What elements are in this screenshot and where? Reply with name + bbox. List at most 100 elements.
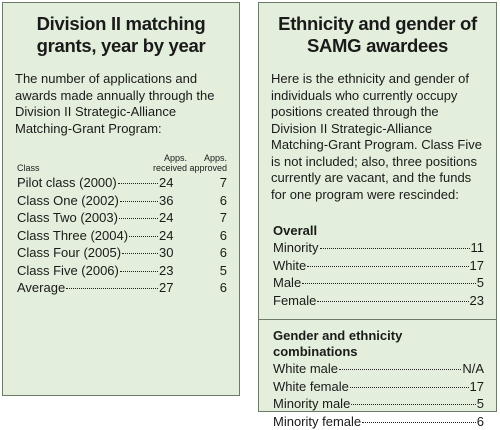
left-panel: Division II matching grants, year by yea… (2, 2, 240, 396)
received-cell: 24 (159, 174, 187, 192)
approved-cell: 6 (187, 192, 227, 210)
row-label: Class Three (2004) (17, 227, 159, 245)
label-text: White male (273, 360, 338, 378)
leader (122, 253, 158, 254)
row-label: Minority female (273, 413, 477, 430)
received-cell: 24 (159, 227, 187, 245)
leader (302, 283, 476, 284)
leader (351, 404, 475, 405)
leader (339, 369, 461, 370)
leader (120, 201, 158, 202)
label-text: Male (273, 274, 301, 292)
value-cell: 17 (470, 257, 484, 275)
row-label: Minority (273, 239, 471, 257)
received-cell: 23 (159, 262, 187, 280)
table: Class Apps. received Apps. approved Pilo… (17, 153, 227, 297)
approved-cell: 5 (187, 262, 227, 280)
row-label: Class Five (2006) (17, 262, 159, 280)
leader (317, 301, 468, 302)
value-cell: 11 (471, 239, 485, 257)
label-text: Class One (2002) (17, 192, 119, 210)
intro-text: Here is the ethnicity and gender of indi… (271, 71, 484, 203)
section-heading: Overall (273, 223, 484, 239)
header-cell: Class (17, 163, 159, 173)
list-row: White 17 (273, 257, 484, 275)
label-text: Class Four (2005) (17, 244, 121, 262)
list-row: White female 17 (273, 378, 484, 396)
list-row: Minority female 6 (273, 413, 484, 430)
label-text: Minority (273, 239, 319, 257)
row-label: Class One (2002) (17, 192, 159, 210)
list-row: White male N/A (273, 360, 484, 378)
label-text: Class Three (2004) (17, 227, 128, 245)
page: Division II matching grants, year by yea… (0, 0, 500, 416)
divider (259, 319, 496, 320)
label-text: Minority female (273, 413, 361, 430)
label-text: Pilot class (2000) (17, 174, 117, 192)
panel-title: Division II matching grants, year by yea… (13, 13, 229, 57)
row-label: Minority male (273, 395, 477, 413)
approved-cell: 7 (187, 209, 227, 227)
value-cell: 23 (470, 292, 484, 310)
list-row: Female 23 (273, 292, 484, 310)
leader (350, 387, 469, 388)
leader (119, 218, 158, 219)
label-text: Female (273, 292, 316, 310)
row-label: Class Two (2003) (17, 209, 159, 227)
row-label: Class Four (2005) (17, 244, 159, 262)
approved-cell: 6 (187, 244, 227, 262)
label-text: White (273, 257, 306, 275)
table-header: Class Apps. received Apps. approved (17, 153, 227, 173)
list-row: Minority 11 (273, 239, 484, 257)
intro-text: The number of applications and awards ma… (15, 71, 227, 137)
panel-title: Ethnicity and gender of SAMG awardees (269, 13, 486, 57)
header-cell: Apps. approved (187, 153, 227, 173)
leader (129, 236, 158, 237)
value-cell: 6 (477, 413, 484, 430)
leader (307, 266, 468, 267)
value-cell: N/A (462, 360, 484, 378)
header-cell: Apps. received (139, 153, 187, 173)
list-row: Minority male 5 (273, 395, 484, 413)
section-heading: Gender and ethnicity combinations (273, 328, 484, 360)
label-text: Class Five (2006) (17, 262, 119, 280)
right-panel: Ethnicity and gender of SAMG awardees He… (258, 2, 497, 412)
row-label: White (273, 257, 470, 275)
leader (118, 183, 158, 184)
value-cell: 17 (470, 378, 484, 396)
received-cell: 24 (159, 209, 187, 227)
label-text: Minority male (273, 395, 350, 413)
row-label: Average (17, 279, 159, 297)
leader (120, 271, 158, 272)
leader (320, 248, 470, 249)
label-text: White female (273, 378, 349, 396)
received-cell: 27 (159, 279, 187, 297)
leader (362, 422, 476, 423)
received-cell: 36 (159, 192, 187, 210)
value-cell: 5 (477, 395, 484, 413)
row-label: White female (273, 378, 470, 396)
received-cell: 30 (159, 244, 187, 262)
list-row: Male 5 (273, 274, 484, 292)
approved-cell: 6 (187, 279, 227, 297)
row-label: Female (273, 292, 470, 310)
row-label: Male (273, 274, 477, 292)
approved-cell: 6 (187, 227, 227, 245)
value-cell: 5 (477, 274, 484, 292)
row-label: White male (273, 360, 462, 378)
label-text: Average (17, 279, 65, 297)
row-label: Pilot class (2000) (17, 174, 159, 192)
label-text: Class Two (2003) (17, 209, 118, 227)
approved-cell: 7 (187, 174, 227, 192)
leader (66, 288, 158, 289)
